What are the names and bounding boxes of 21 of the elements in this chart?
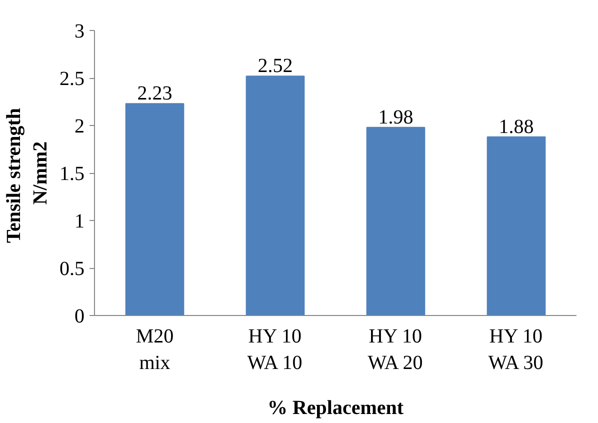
y-tick-label: 0 (74, 306, 84, 328)
y-tick-label: 1.5 (60, 163, 84, 185)
y-axis-title: Tensile strength N/mm2 (3, 108, 52, 244)
x-tick-label: HY 10 WA 20 (368, 326, 423, 374)
y-tick-label: 3 (74, 20, 84, 42)
bar (246, 76, 305, 316)
x-tick-label: M20 mix (136, 326, 174, 374)
y-tick-label: 1 (74, 210, 84, 232)
x-tick-label: HY 10 WA 30 (488, 326, 544, 374)
x-axis-title: % Replacement (267, 396, 404, 419)
data-label: 1.88 (498, 116, 534, 138)
y-tick-label: 2.5 (60, 68, 84, 90)
bar (125, 103, 184, 316)
x-tick-label: HY 10 WA 10 (247, 326, 302, 374)
data-label: 2.23 (137, 82, 172, 105)
bar (486, 136, 546, 316)
data-label: 1.98 (378, 106, 414, 128)
bar (366, 126, 426, 316)
y-tick-label: 0.5 (60, 258, 84, 280)
y-tick-label: 2 (74, 116, 84, 138)
data-label: 2.52 (258, 55, 293, 78)
